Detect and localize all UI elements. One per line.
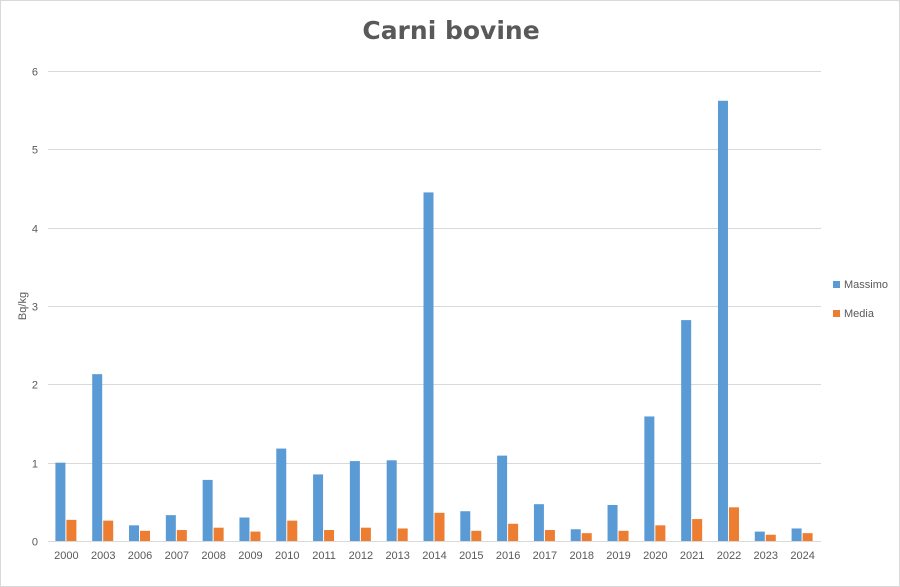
legend: Massimo Media (833, 279, 888, 320)
x-tick-label: 2006 (128, 550, 152, 562)
x-tick-label: 2019 (606, 550, 630, 562)
bar-media-2022 (728, 507, 739, 541)
legend-swatch-media (833, 310, 840, 317)
bar-media-2016 (508, 523, 519, 541)
x-tick-label: 2008 (201, 550, 225, 562)
bar-media-2013 (397, 528, 408, 541)
bar-massimo-2012 (349, 461, 360, 541)
bar-media-2003 (103, 520, 114, 541)
y-tick-label: 1 (32, 459, 38, 471)
legend-label-media: Media (844, 308, 875, 320)
chart-title: Carni bovine (362, 16, 539, 45)
bar-media-2023 (765, 534, 776, 541)
x-tick-label: 2017 (533, 550, 557, 562)
bar-massimo-2020 (644, 416, 655, 541)
y-axis-ticks: 0 1 2 3 4 5 6 (32, 67, 38, 549)
x-tick-label: 2009 (238, 550, 262, 562)
x-tick-label: 2024 (790, 550, 814, 562)
bar-media-2015 (471, 530, 482, 541)
bar-massimo-2006 (129, 525, 140, 541)
y-tick-label: 0 (32, 537, 38, 549)
x-tick-label: 2018 (569, 550, 593, 562)
x-tick-label: 2015 (459, 550, 483, 562)
x-tick-label: 2022 (717, 550, 741, 562)
y-tick-label: 6 (32, 67, 38, 79)
y-tick-label: 5 (32, 145, 38, 157)
bar-media-2020 (655, 525, 666, 541)
bar-media-2010 (287, 520, 298, 541)
x-tick-label: 2007 (165, 550, 189, 562)
x-tick-label: 2013 (385, 550, 409, 562)
bar-media-2012 (360, 527, 371, 541)
bar-massimo-2015 (460, 511, 471, 541)
bar-media-2007 (176, 530, 187, 541)
bar-massimo-2013 (386, 460, 397, 541)
bar-media-2017 (544, 530, 555, 541)
bar-massimo-2024 (791, 528, 802, 541)
bar-media-2021 (692, 519, 703, 541)
y-tick-label: 4 (32, 224, 38, 236)
bar-media-2018 (581, 533, 592, 541)
bar-media-2014 (434, 512, 445, 541)
bar-media-2009 (250, 531, 261, 541)
y-tick-label: 3 (32, 302, 38, 314)
bar-massimo-2008 (202, 479, 213, 541)
bar-massimo-2007 (165, 515, 176, 541)
bar-massimo-2018 (570, 529, 581, 541)
x-tick-label: 2023 (754, 550, 778, 562)
legend-label-massimo: Massimo (844, 279, 888, 291)
x-tick-label: 2021 (680, 550, 704, 562)
x-tick-label: 2000 (54, 550, 78, 562)
bar-massimo-2016 (497, 455, 508, 541)
y-tick-label: 2 (32, 380, 38, 392)
bar-massimo-2023 (754, 531, 765, 541)
bar-media-2019 (618, 530, 629, 541)
bar-massimo-2003 (92, 374, 103, 541)
x-tick-label: 2016 (496, 550, 520, 562)
x-tick-label: 2014 (422, 550, 446, 562)
bar-massimo-2019 (607, 504, 618, 541)
bar-massimo-2009 (239, 517, 250, 541)
gridlines (48, 71, 821, 542)
bar-media-2008 (213, 527, 224, 541)
bar-media-2006 (140, 530, 151, 541)
bar-massimo-2011 (313, 474, 324, 541)
x-tick-label: 2010 (275, 550, 299, 562)
x-axis-ticks: 2000 2003 2006 2007 2008 2009 2010 2011 2012 2013… (54, 550, 815, 562)
x-tick-label: 2011 (312, 550, 336, 562)
bar-massimo-2017 (533, 504, 544, 541)
x-tick-label: 2003 (91, 550, 115, 562)
y-axis-label: Bq/kg (17, 292, 29, 320)
x-tick-label: 2012 (349, 550, 373, 562)
x-tick-label: 2020 (643, 550, 667, 562)
bar-massimo-2000 (55, 462, 66, 541)
bar-media-2011 (324, 530, 335, 541)
bars (55, 100, 813, 542)
bar-massimo-2021 (681, 320, 692, 541)
bar-massimo-2014 (423, 192, 434, 541)
bar-massimo-2022 (717, 100, 728, 542)
bar-media-2024 (802, 533, 813, 541)
bar-media-2000 (66, 519, 77, 541)
legend-swatch-massimo (833, 281, 840, 288)
bar-massimo-2010 (276, 448, 287, 541)
